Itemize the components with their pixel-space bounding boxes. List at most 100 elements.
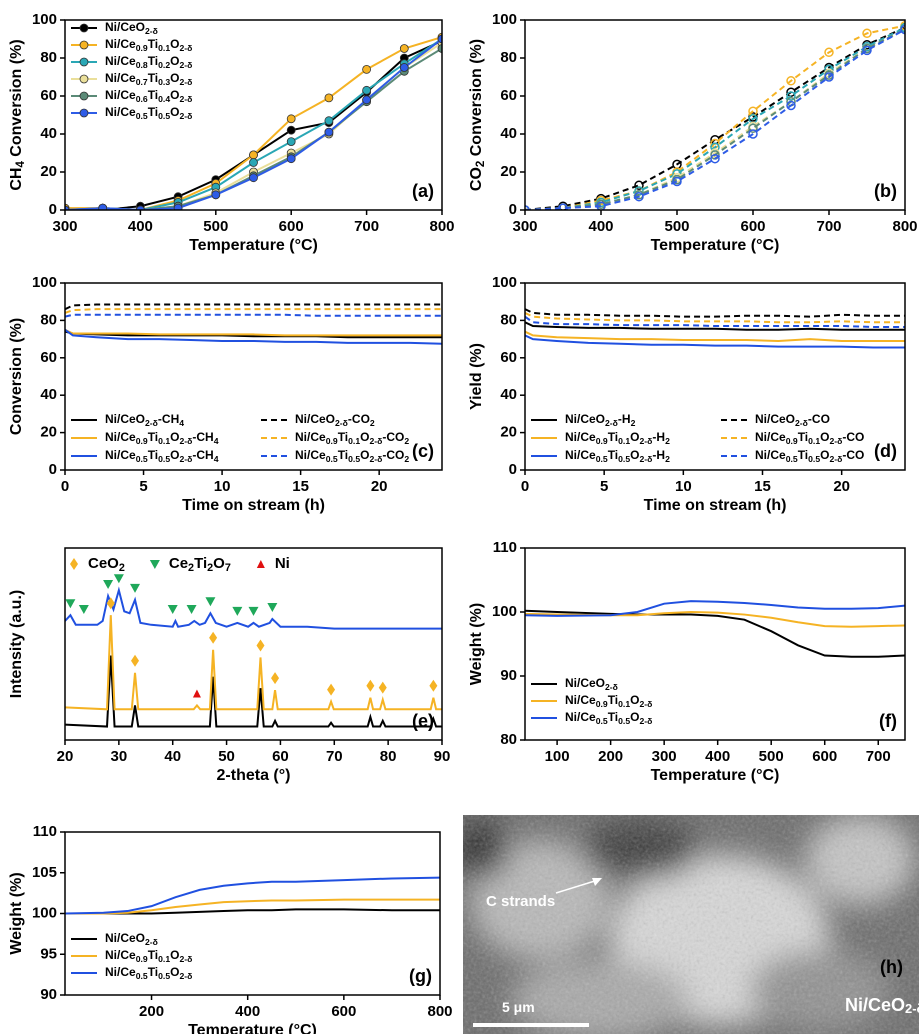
- point: [249, 150, 258, 160]
- y-tick-label: 40: [40, 386, 57, 403]
- y-tick-label: 90: [40, 986, 57, 1003]
- point: [324, 93, 334, 103]
- plot-area: [65, 876, 440, 915]
- x-tick-label: 300: [52, 218, 77, 235]
- series-line: [525, 312, 905, 324]
- y-tick-label: 80: [40, 311, 57, 328]
- symbol: [65, 599, 76, 609]
- panel-label: (c): [412, 441, 434, 461]
- legend-label: Ni/Ce0.9Ti0.1O2-δ-CO: [755, 430, 864, 446]
- x-tick-label: 400: [128, 218, 153, 235]
- series-line: [65, 328, 442, 337]
- arrow: [555, 879, 599, 894]
- legend-marker: [79, 108, 89, 118]
- legend-label: Ni/CeO2-δ: [565, 676, 618, 692]
- x-tick-label: 300: [512, 218, 537, 235]
- legend-label: Ni/CeO2-δ: [105, 931, 158, 947]
- x-tick-label: 30: [111, 748, 128, 765]
- series-line: [65, 655, 442, 728]
- legend-label: Ni/CeO2-δ-CO: [755, 412, 830, 428]
- point: [362, 85, 372, 95]
- legend-label: Ni/Ce0.5Ti0.5O2-δ-CH4: [105, 448, 219, 464]
- y-tick-label: 80: [40, 49, 57, 66]
- series-line: [525, 315, 905, 328]
- x-axis-label: 2-theta (°): [217, 767, 291, 784]
- point: [324, 116, 334, 126]
- y-tick-label: 100: [492, 274, 517, 291]
- symbol: [131, 654, 140, 667]
- series-line: [65, 328, 442, 345]
- sem-image: C strands 5 μm (h) Ni/CeO2-δ: [463, 815, 919, 1034]
- legend-symbol: [70, 558, 78, 570]
- x-tick-label: 50: [218, 748, 235, 765]
- legend-label: Ni/Ce0.9Ti0.1O2-δ-CO2: [295, 430, 409, 446]
- series-line: [65, 876, 440, 915]
- point: [249, 158, 258, 167]
- y-tick-label: 110: [33, 823, 57, 840]
- x-tick-label: 20: [833, 478, 850, 495]
- x-tick-label: 20: [57, 748, 74, 765]
- x-tick-label: 5: [139, 478, 147, 495]
- arrow-head: [592, 878, 602, 886]
- y-tick-label: 60: [500, 349, 517, 366]
- y-tick-label: 100: [32, 11, 57, 28]
- x-tick-label: 600: [331, 1003, 356, 1020]
- series-line: [525, 330, 905, 342]
- series-line: [65, 330, 442, 339]
- legend-label: Ni/Ce0.8Ti0.2O2-δ: [105, 54, 192, 70]
- y-tick-label: 40: [500, 125, 517, 142]
- plot-area: [65, 32, 442, 210]
- point: [710, 153, 720, 164]
- point: [786, 100, 796, 111]
- x-tick-label: 60: [272, 748, 289, 765]
- legend-label: Ni/Ce0.6Ti0.4O2-δ: [105, 88, 192, 104]
- legend-label: Ni/Ce0.9Ti0.1O2-δ-CH4: [105, 430, 219, 446]
- caption: Ni/CeO2-δ: [845, 995, 919, 1017]
- x-tick-label: 5: [600, 478, 608, 495]
- legend-label: Ni/Ce0.5Ti0.5O2-δ: [105, 105, 192, 121]
- x-axis-label: Time on stream (h): [644, 497, 787, 514]
- x-tick-label: 400: [705, 748, 730, 765]
- y-tick-label: 100: [492, 603, 517, 620]
- point: [786, 91, 796, 101]
- axes-frame: [64, 282, 443, 471]
- x-tick-label: 500: [203, 218, 228, 235]
- x-tick-label: 800: [892, 218, 917, 235]
- series-line: [65, 615, 442, 711]
- point: [399, 44, 409, 53]
- x-tick-label: 400: [235, 1003, 260, 1020]
- series-line: [525, 600, 905, 617]
- y-tick-label: 110: [493, 539, 517, 556]
- series-line: [525, 609, 905, 658]
- y-tick-label: 100: [32, 904, 57, 921]
- legend-label: Ni/Ce0.5Ti0.5O2-δ-CO2: [295, 448, 409, 464]
- x-tick-label: 500: [664, 218, 689, 235]
- symbol: [130, 583, 141, 593]
- y-tick-label: 60: [500, 87, 517, 104]
- x-axis-label: Time on stream (h): [182, 497, 325, 514]
- series-line: [65, 313, 442, 318]
- x-tick-label: 15: [754, 478, 771, 495]
- point: [211, 190, 221, 200]
- x-tick-label: 700: [816, 218, 841, 235]
- symbol: [106, 597, 115, 610]
- panel-label: (e): [412, 711, 434, 731]
- x-axis-label: Temperature (°C): [188, 1022, 317, 1034]
- y-tick-label: 0: [49, 201, 57, 218]
- legend-label: Ni/CeO2-δ-CO2: [295, 412, 375, 428]
- y-tick-label: 0: [49, 461, 57, 478]
- y-axis-label: CO2 Conversion (%): [468, 39, 487, 191]
- legend-label: Ce2Ti2O7: [169, 555, 231, 574]
- y-axis-label: Intensity (a.u.): [8, 590, 25, 698]
- point: [824, 47, 834, 58]
- y-tick-label: 20: [40, 424, 57, 441]
- x-tick-label: 700: [866, 748, 891, 765]
- x-tick-label: 100: [545, 748, 570, 765]
- y-tick-label: 20: [500, 163, 517, 180]
- plot-area: [525, 308, 905, 349]
- x-axis-label: Temperature (°C): [651, 237, 780, 254]
- point: [173, 203, 183, 210]
- x-tick-label: 300: [652, 748, 677, 765]
- y-tick-label: 0: [509, 461, 517, 478]
- y-tick-label: 80: [500, 311, 517, 328]
